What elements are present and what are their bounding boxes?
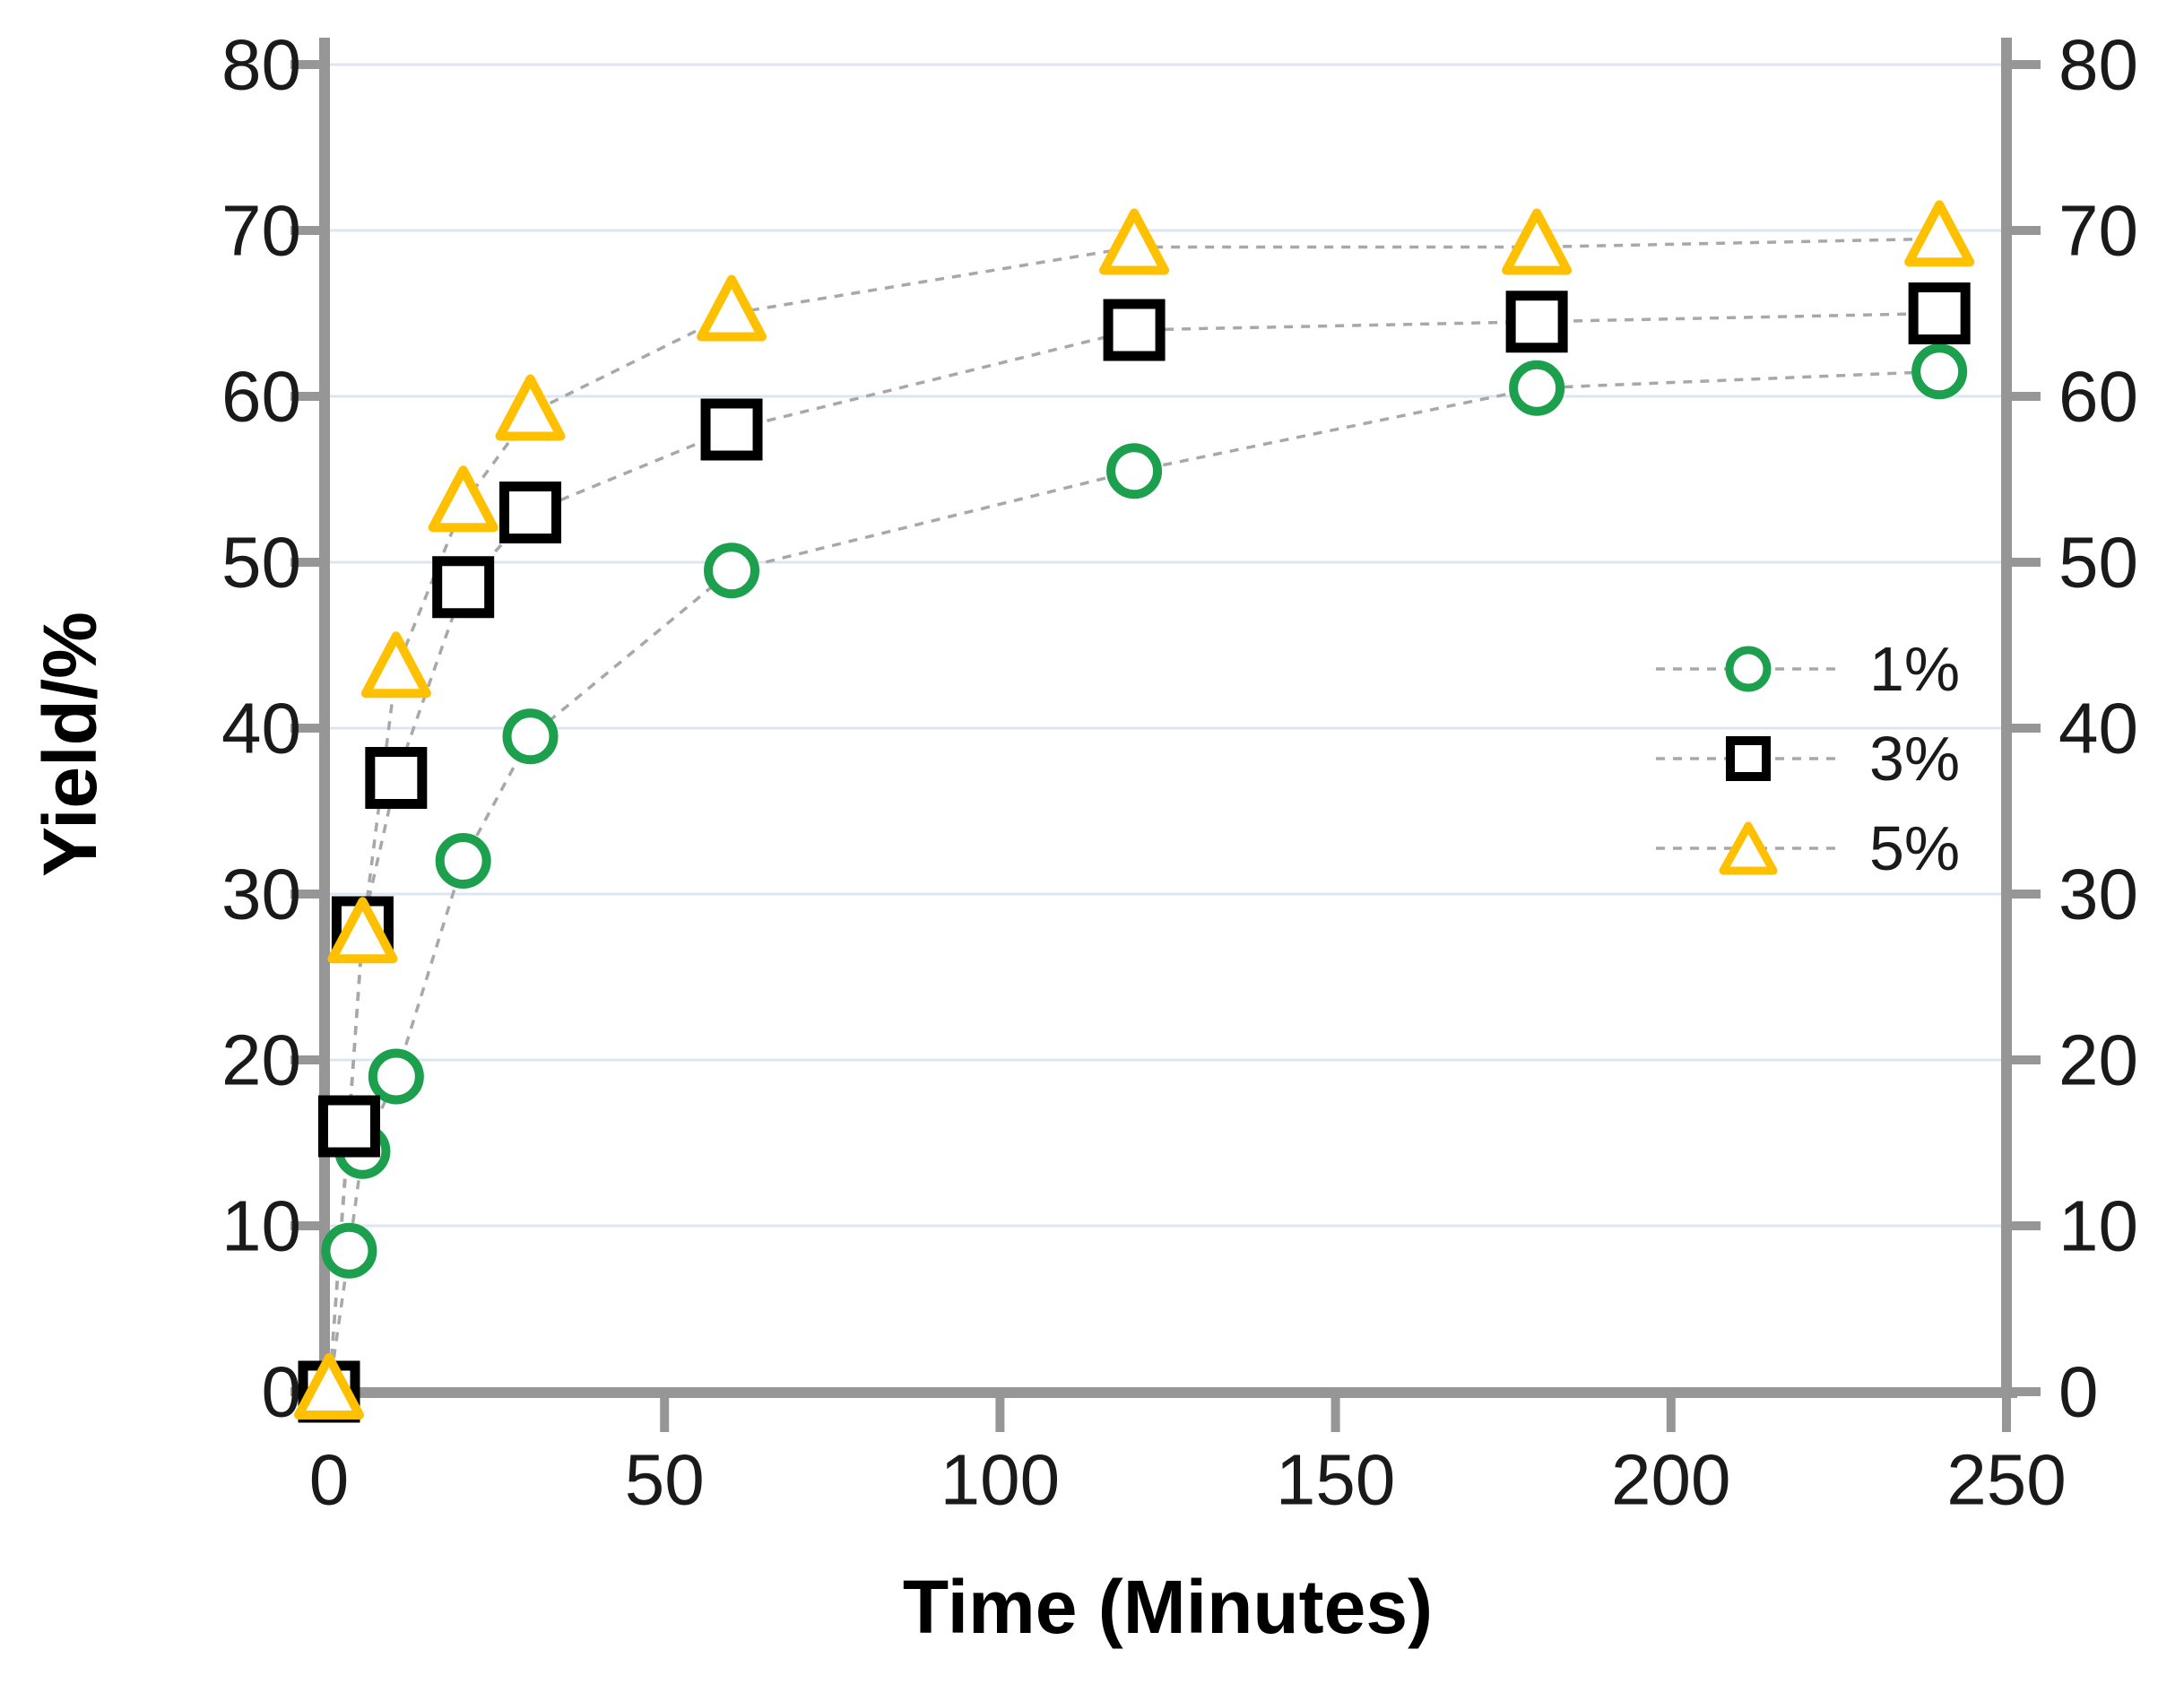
- legend-marker-triangle: [1656, 821, 1841, 875]
- y-axis-left-line: [319, 38, 330, 1398]
- y-axis-label-left-60: 60: [221, 357, 301, 437]
- data-point-1%-t120: [1106, 443, 1163, 499]
- y-axis-label-right-50: 50: [2058, 523, 2138, 603]
- y-tick-right-60: [2012, 392, 2041, 401]
- y-tick-left-50: [290, 558, 319, 567]
- data-point-3%-t30: [499, 482, 562, 543]
- data-point-3%-t120: [1103, 299, 1166, 361]
- data-point-1%-t3: [321, 1222, 377, 1279]
- legend-label-5pct: 5%: [1869, 813, 1961, 883]
- y-tick-left-70: [290, 226, 319, 235]
- data-point-3%-t180: [1505, 291, 1568, 353]
- y-tick-left-60: [290, 392, 319, 401]
- y-axis-label-left-10: 10: [221, 1186, 301, 1266]
- data-point-3%-t3: [317, 1095, 380, 1158]
- x-axis-title: Time (Minutes): [902, 1565, 1434, 1649]
- data-point-1%-t30: [502, 708, 559, 765]
- legend-label-3pct: 3%: [1869, 724, 1961, 794]
- x-axis-label-50: 50: [625, 1440, 705, 1520]
- y-axis-label-left-20: 20: [221, 1020, 301, 1100]
- y-axis-label-right-0: 0: [2058, 1352, 2099, 1432]
- data-point-5%-t240: [1904, 200, 1975, 267]
- x-tick-50: [660, 1398, 670, 1432]
- y-tick-left-80: [290, 60, 319, 69]
- y-axis-label-right-60: 60: [2058, 357, 2138, 437]
- x-axis-label-100: 100: [940, 1440, 1060, 1520]
- y-axis-label-right-10: 10: [2058, 1186, 2138, 1266]
- y-axis-label-left-40: 40: [221, 689, 301, 768]
- y-axis-label-right-70: 70: [2058, 191, 2138, 271]
- data-point-3%-t20: [432, 556, 495, 619]
- x-tick-100: [995, 1398, 1005, 1432]
- y-axis-title: Yield/%: [28, 612, 112, 877]
- series-line-1%: [327, 369, 1940, 1393]
- data-point-5%-t0: [294, 1353, 364, 1420]
- data-point-3%-t240: [1908, 282, 1971, 344]
- y-axis-label-left-50: 50: [221, 523, 301, 603]
- y-axis-label-left-80: 80: [221, 25, 301, 105]
- y-tick-left-40: [290, 724, 319, 733]
- y-tick-left-30: [290, 890, 319, 899]
- x-axis-label-250: 250: [1946, 1440, 2066, 1520]
- series-line-5%: [327, 237, 1940, 1393]
- x-axis-line: [316, 1387, 2017, 1398]
- y-tick-right-50: [2012, 558, 2041, 567]
- y-tick-right-0: [2012, 1387, 2041, 1396]
- x-axis-label-150: 150: [1276, 1440, 1395, 1520]
- y-axis-label-right-20: 20: [2058, 1020, 2138, 1100]
- x-tick-150: [1330, 1398, 1340, 1432]
- y-axis-label-left-70: 70: [221, 191, 301, 271]
- data-point-5%-t10: [360, 631, 431, 699]
- x-axis-label-200: 200: [1611, 1440, 1730, 1520]
- x-tick-250: [2002, 1398, 2011, 1432]
- legend-item-1pct: 1%: [1654, 638, 1960, 700]
- y-tick-right-40: [2012, 724, 2041, 733]
- y-tick-left-20: [290, 1055, 319, 1064]
- y-tick-right-70: [2012, 226, 2041, 235]
- x-tick-200: [1666, 1398, 1676, 1432]
- data-point-5%-t20: [428, 465, 498, 533]
- data-point-3%-t10: [365, 747, 428, 809]
- legend-label-1pct: 1%: [1869, 634, 1961, 704]
- x-axis-label-0: 0: [309, 1440, 350, 1520]
- data-point-5%-t60: [697, 274, 767, 342]
- data-point-1%-t20: [435, 833, 491, 889]
- data-point-5%-t30: [495, 374, 566, 441]
- y-tick-right-80: [2012, 60, 2041, 69]
- y-axis-label-right-80: 80: [2058, 25, 2138, 105]
- legend-item-5pct: 5%: [1654, 817, 1960, 880]
- legend-item-3pct: 3%: [1654, 727, 1960, 790]
- data-point-3%-t60: [700, 398, 763, 461]
- data-point-1%-t240: [1911, 343, 1968, 400]
- y-axis-label-left-30: 30: [221, 855, 301, 934]
- y-tick-left-10: [290, 1221, 319, 1230]
- data-point-1%-t180: [1509, 360, 1565, 416]
- y-tick-right-10: [2012, 1221, 2041, 1230]
- y-tick-right-30: [2012, 890, 2041, 899]
- y-axis-label-right-30: 30: [2058, 855, 2138, 934]
- legend-marker-circle: [1656, 646, 1841, 692]
- y-axis-right-line: [2001, 38, 2012, 1398]
- data-point-1%-t10: [368, 1048, 424, 1105]
- data-point-5%-t120: [1099, 208, 1170, 275]
- y-axis-label-right-40: 40: [2058, 689, 2138, 768]
- data-point-1%-t60: [704, 543, 760, 599]
- data-point-5%-t180: [1502, 208, 1573, 275]
- legend-marker-square: [1656, 736, 1841, 781]
- legend: 1% 3% 5%: [1654, 638, 1960, 880]
- y-tick-right-20: [2012, 1055, 2041, 1064]
- data-point-5%-t5: [327, 897, 398, 964]
- y-axis-label-left-0: 0: [262, 1352, 302, 1432]
